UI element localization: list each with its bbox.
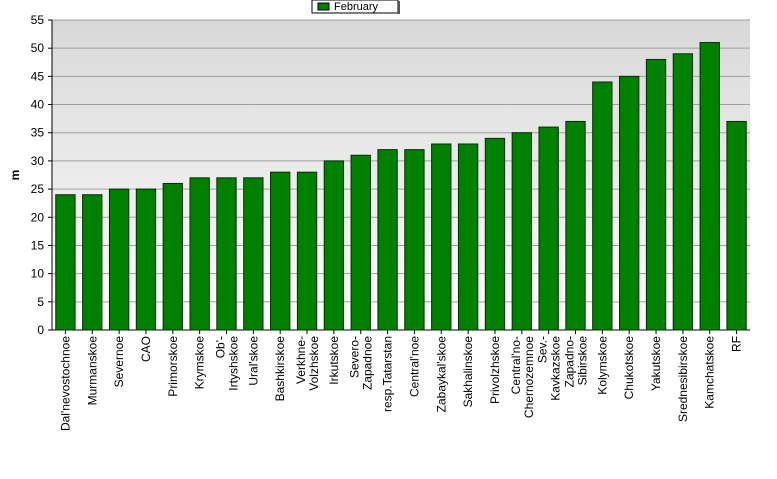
bar <box>377 149 398 331</box>
y-tick-label: 15 <box>31 238 45 252</box>
bar <box>323 160 345 331</box>
x-tick-label: Zapadno-Sibirskoe <box>563 336 590 388</box>
bar <box>645 58 667 331</box>
y-tick-label: 0 <box>37 323 44 337</box>
bar <box>243 177 264 331</box>
x-tick-label: Kamchatskoe <box>703 336 717 409</box>
bar <box>565 120 586 331</box>
bar <box>404 149 425 331</box>
x-tick-label: Irkutskoe <box>327 336 341 385</box>
x-tick-label: Severo-Zapadnoe <box>348 336 375 390</box>
bar <box>511 132 532 331</box>
y-tick-label: 40 <box>31 98 45 112</box>
legend-swatch <box>317 2 330 11</box>
x-tick-label: Privolzhskoe <box>488 336 502 404</box>
bar <box>484 137 506 331</box>
y-axis-label: m <box>8 170 22 181</box>
y-tick-label: 55 <box>31 13 45 27</box>
x-tick-label: Sakhalinskoe <box>461 336 475 408</box>
x-tick-label: Ob'-Irtyshskoe <box>214 336 241 391</box>
y-tick-label: 45 <box>31 69 45 83</box>
x-tick-label: Krymskoe <box>193 336 207 390</box>
bar <box>350 154 371 331</box>
x-tick-label: Zabaykal'skoe <box>434 336 448 413</box>
x-tick-label: Dal'nevostochnoe <box>58 336 72 431</box>
bar <box>189 177 210 331</box>
x-tick-label: Severnoe <box>112 336 126 388</box>
x-tick-label: Kolymskoe <box>595 336 609 395</box>
bar <box>431 143 452 331</box>
x-tick-label: Central'no-Chernozemnoe <box>509 336 536 418</box>
x-tick-label: resp.Tatarstan <box>381 336 395 412</box>
x-tick-label: CAO <box>139 336 153 362</box>
bar <box>538 126 559 331</box>
bar <box>162 182 183 331</box>
x-tick-label: Bashkirskoe <box>273 336 287 402</box>
x-tick-label: Primorskoe <box>166 336 180 397</box>
legend-shadow <box>398 1 400 14</box>
bar <box>457 143 479 331</box>
x-tick-label: Chukotskoe <box>622 336 636 400</box>
y-tick-label: 35 <box>31 126 45 140</box>
x-tick-label: Yakutskoe <box>649 336 663 391</box>
y-tick-label: 10 <box>31 267 45 281</box>
y-tick-label: 25 <box>31 182 45 196</box>
bar <box>699 42 720 331</box>
plot-area <box>52 20 750 330</box>
y-tick-label: 50 <box>31 41 45 55</box>
x-tick-label: Ural'skoe <box>246 336 260 386</box>
x-tick-label: Sev.-Kavkazskoe <box>536 336 563 401</box>
y-tick-label: 30 <box>31 154 45 168</box>
x-tick-label: Murmanskoe <box>85 336 99 406</box>
bar <box>296 171 318 331</box>
bar <box>108 188 130 331</box>
bar <box>270 171 291 331</box>
x-tick-label: Verkhne-Volzhskoe <box>294 336 321 391</box>
x-tick-label: Central'noe <box>407 336 421 397</box>
bar <box>135 188 157 331</box>
x-tick-label: Srednesibirskoe <box>676 336 690 422</box>
legend: February <box>311 0 400 14</box>
y-tick-label: 5 <box>37 295 44 309</box>
legend-label: February <box>334 1 379 13</box>
y-tick-label: 20 <box>31 210 45 224</box>
bar <box>216 177 237 331</box>
bar <box>619 75 640 331</box>
bar <box>82 194 103 331</box>
bar <box>672 53 694 331</box>
bar <box>726 120 747 331</box>
x-tick-label: RF <box>730 336 744 352</box>
bar <box>55 194 76 331</box>
bar <box>592 81 613 331</box>
